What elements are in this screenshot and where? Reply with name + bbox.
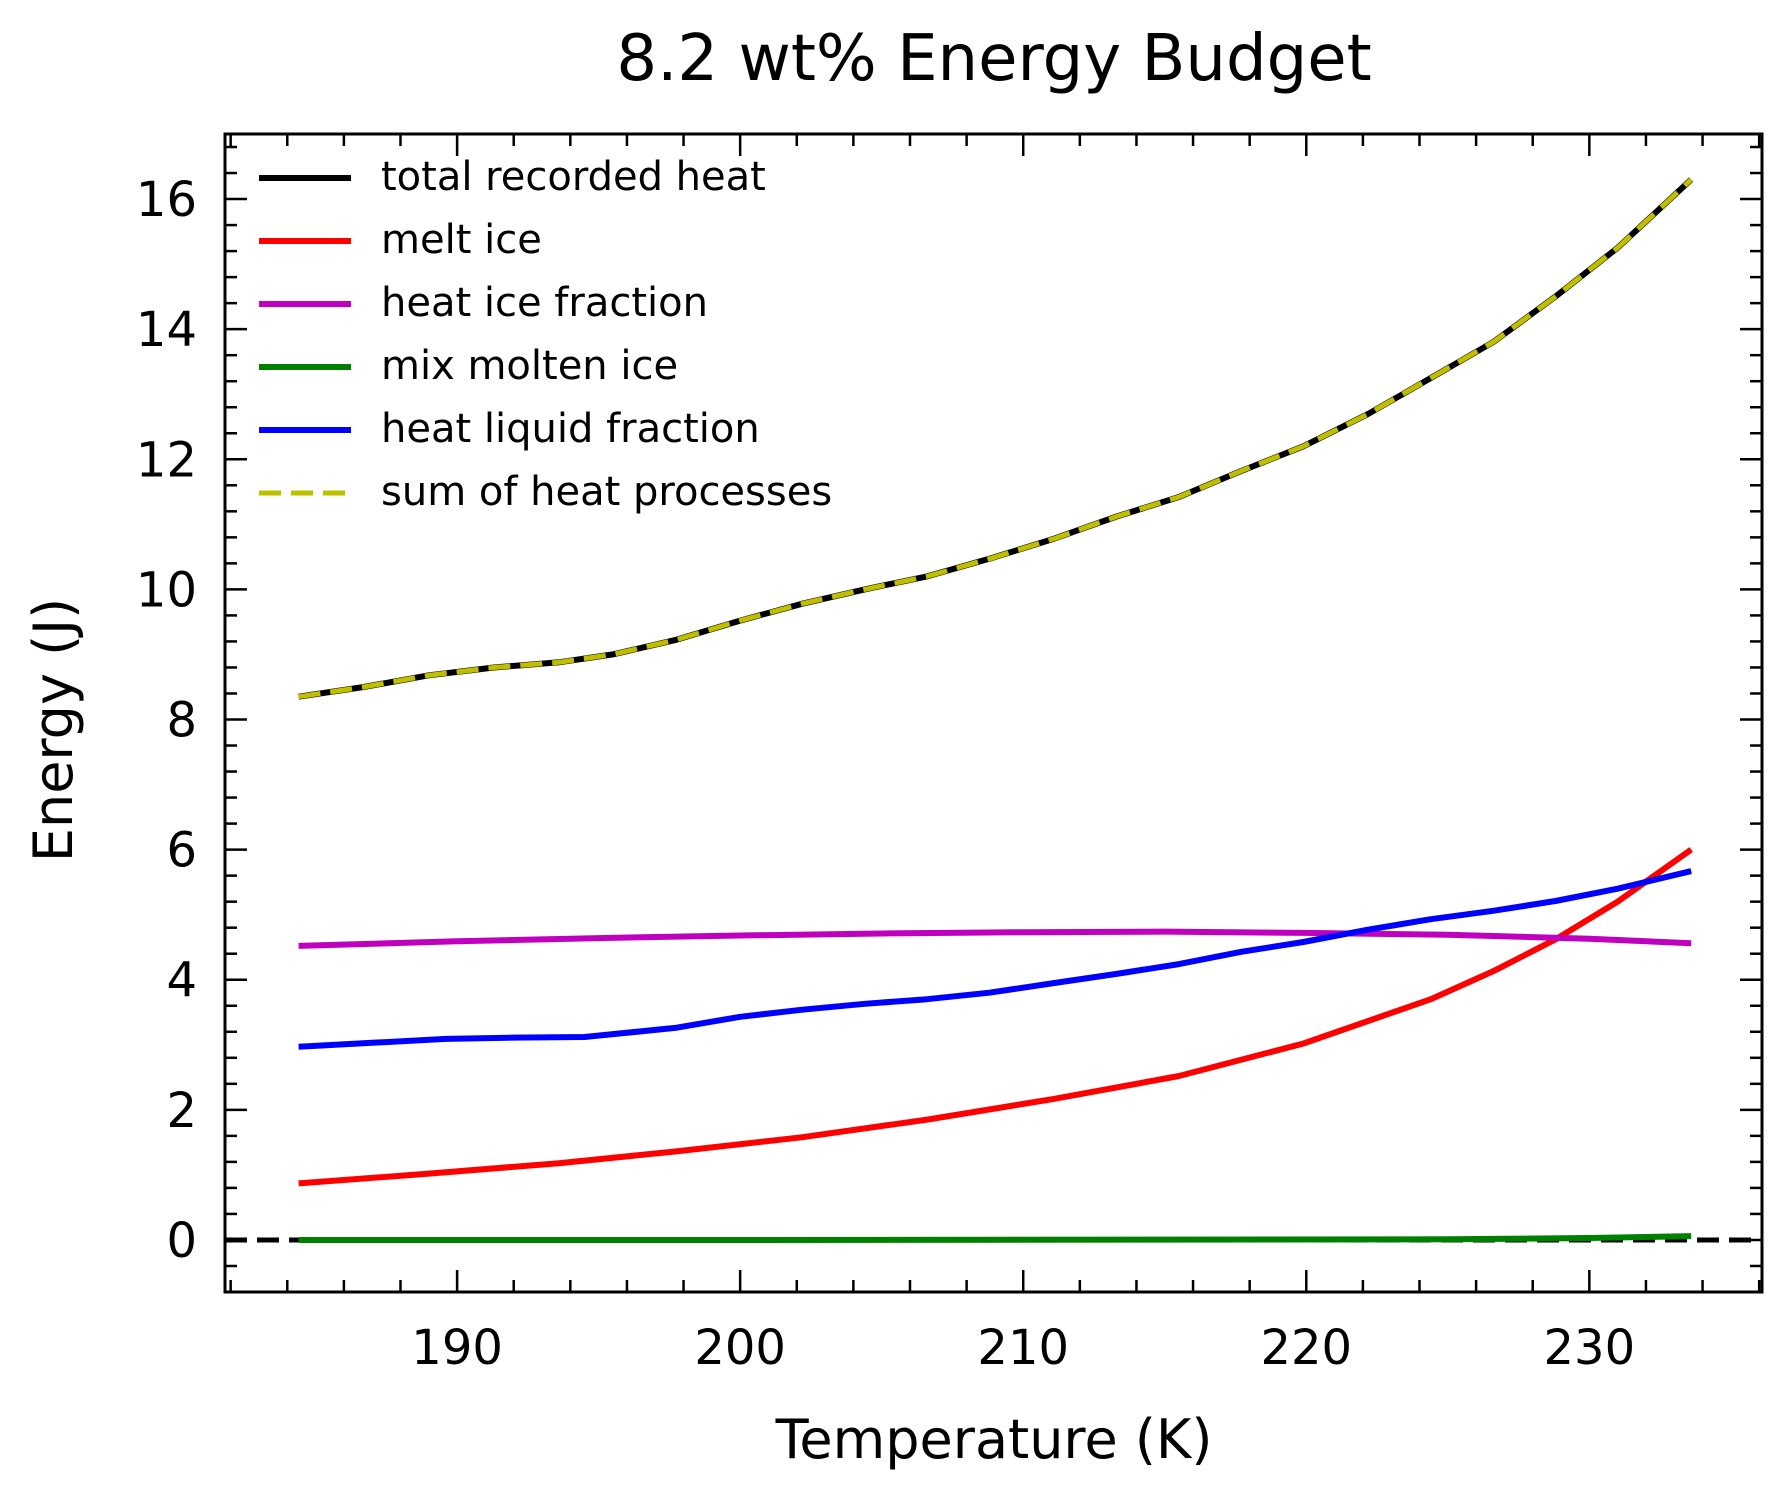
- legend-entry-label: sum of heat processes: [381, 469, 832, 515]
- x-tick-label: 200: [694, 1320, 786, 1376]
- series-line-sum-of-heat-processes: [298, 177, 1693, 700]
- x-axis-label: Temperature (K): [775, 1408, 1213, 1471]
- legend-entry-label: total recorded heat: [381, 154, 766, 200]
- y-tick-label: 16: [136, 172, 197, 228]
- series-line-melt-ice: [298, 847, 1693, 1187]
- legend-entry-label: heat liquid fraction: [381, 406, 760, 452]
- series-line-heat-liquid-fraction: [298, 868, 1692, 1050]
- y-tick-label: 4: [166, 953, 197, 1009]
- series-line-heat-ice-fraction: [298, 928, 1692, 949]
- axes-frame: [223, 132, 1764, 1294]
- x-tick-label: 230: [1544, 1320, 1636, 1376]
- y-tick-label: 10: [136, 562, 197, 618]
- legend-entry-label: heat ice fraction: [381, 280, 708, 326]
- y-tick-label: 12: [136, 432, 197, 488]
- legend-entry-label: melt ice: [381, 217, 542, 263]
- x-tick-label: 220: [1260, 1320, 1352, 1376]
- y-tick-label: 6: [166, 823, 197, 879]
- y-tick-label: 8: [166, 693, 197, 749]
- x-tick-label: 210: [977, 1320, 1069, 1376]
- plot-area: 190 200 210 220 230 0 2 4 6 8 10 12 14 16: [136, 132, 1764, 1376]
- legend-entry-label: mix molten ice: [381, 343, 678, 389]
- y-tick-label: 14: [136, 302, 197, 358]
- x-tick-label: 190: [411, 1320, 503, 1376]
- y-axis-label: Energy (J): [22, 598, 85, 862]
- legend: total recorded heat melt ice heat ice frac…: [259, 154, 832, 515]
- y-tick-label: 0: [166, 1213, 197, 1269]
- chart-title: 8.2 wt% Energy Budget: [616, 22, 1371, 96]
- y-tick-label: 2: [166, 1083, 197, 1139]
- series-line-mix-molten-ice: [298, 1233, 1692, 1243]
